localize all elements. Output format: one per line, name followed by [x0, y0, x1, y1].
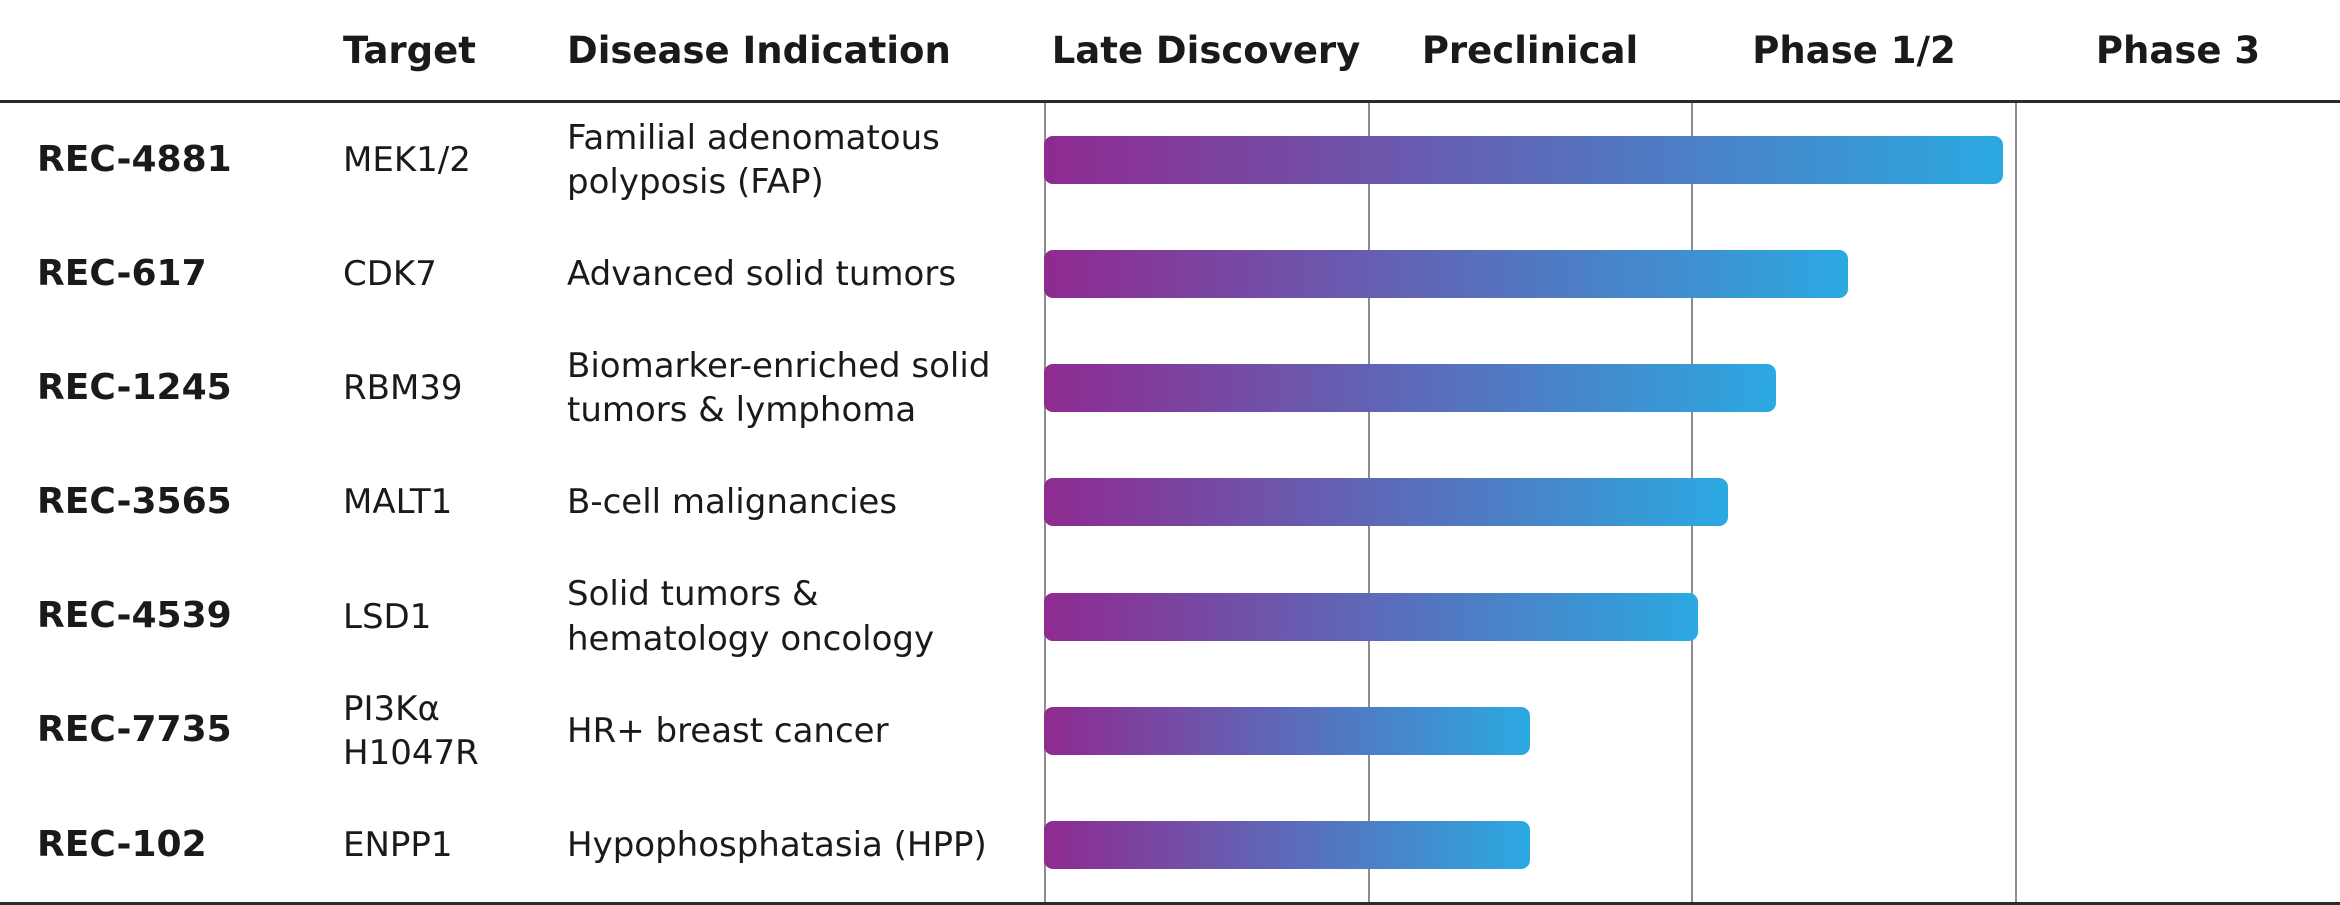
target-cell: CDK7 — [343, 254, 437, 295]
header-stage-phase-1-2: Phase 1/2 — [1752, 28, 1956, 72]
header-indication: Disease Indication — [567, 28, 951, 72]
table-row: REC-617 CDK7 Advanced solid tumors — [0, 217, 2340, 332]
program-name: REC-7735 — [37, 709, 232, 751]
table-row: REC-7735 PI3Kα H1047R HR+ breast cancer — [0, 673, 2340, 788]
header-stages: Late Discovery Preclinical Phase 1/2 Pha… — [1044, 0, 2340, 100]
pipeline-bar — [1044, 820, 1530, 869]
pipeline-bar — [1044, 136, 2004, 185]
table-row: REC-3565 MALT1 B-cell malignancies — [0, 445, 2340, 560]
indication-cell: Familial adenomatous polyposis (FAP) — [567, 117, 940, 203]
table-row: REC-102 ENPP1 Hypophosphatasia (HPP) — [0, 787, 2340, 902]
table-header: Target Disease Indication Late Discovery… — [0, 0, 2340, 103]
indication-cell: B-cell malignancies — [567, 482, 898, 523]
program-name: REC-4539 — [37, 595, 232, 637]
stage-grid-cell — [1044, 217, 2340, 332]
target-cell: MALT1 — [343, 482, 453, 523]
header-target: Target — [343, 28, 476, 72]
indication-cell: Advanced solid tumors — [567, 254, 957, 295]
stage-grid-cell — [1044, 559, 2340, 674]
target-cell: MEK1/2 — [343, 139, 471, 180]
stage-grid-cell — [1044, 331, 2340, 446]
pipeline-bar — [1044, 250, 1848, 299]
header-stage-late-discovery: Late Discovery — [1051, 28, 1361, 72]
indication-cell: HR+ breast cancer — [567, 710, 889, 751]
target-cell: PI3Kα H1047R — [343, 688, 479, 773]
table-row: REC-4881 MEK1/2 Familial adenomatous pol… — [0, 103, 2340, 218]
target-cell: ENPP1 — [343, 824, 453, 865]
pipeline-bar — [1044, 478, 1728, 527]
target-cell: LSD1 — [343, 596, 432, 637]
table-row: REC-4539 LSD1 Solid tumors & hematology … — [0, 559, 2340, 674]
program-name: REC-102 — [37, 823, 207, 865]
program-name: REC-1245 — [37, 366, 232, 408]
program-name: REC-3565 — [37, 481, 232, 523]
indication-cell: Biomarker-enriched solid tumors & lympho… — [567, 346, 991, 431]
indication-cell: Hypophosphatasia (HPP) — [567, 824, 987, 865]
program-name: REC-617 — [37, 252, 207, 294]
pipeline-rows: REC-4881 MEK1/2 Familial adenomatous pol… — [0, 103, 2340, 902]
indication-cell: Solid tumors & hematology oncology — [567, 574, 935, 659]
stage-grid-cell — [1044, 103, 2340, 218]
pipeline-bar — [1044, 364, 1777, 413]
table-row: REC-1245 RBM39 Biomarker-enriched solid … — [0, 331, 2340, 446]
stage-grid-cell — [1044, 673, 2340, 788]
program-name: REC-4881 — [37, 138, 232, 180]
stage-grid-cell — [1044, 445, 2340, 560]
stage-grid-cell — [1044, 787, 2340, 902]
header-stage-phase-3: Phase 3 — [2095, 28, 2261, 72]
pipeline-bar — [1044, 592, 1699, 641]
target-cell: RBM39 — [343, 368, 463, 409]
pipeline-bar — [1044, 706, 1530, 755]
header-stage-preclinical: Preclinical — [1421, 28, 1639, 72]
